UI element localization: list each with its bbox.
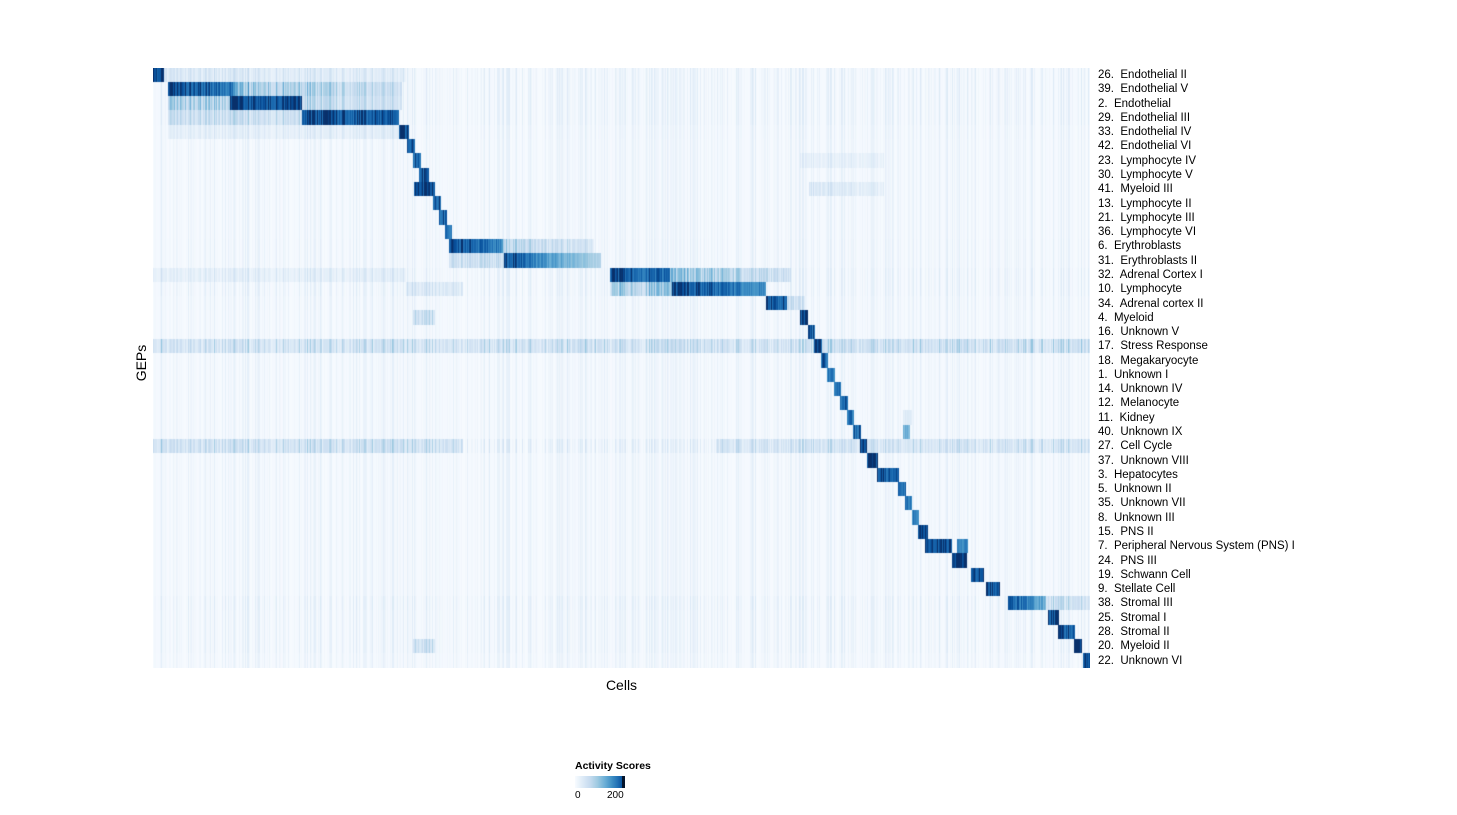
row-label: 33. Endothelial IV (1098, 126, 1192, 139)
legend-title: Activity Scores (575, 760, 651, 772)
row-label: 31. Erythroblasts II (1098, 254, 1198, 267)
row-label: 37. Unknown VIII (1098, 454, 1189, 467)
row-label: 42. Endothelial VI (1098, 140, 1192, 153)
colorbar-legend: Activity Scores 0 200 (575, 760, 735, 804)
row-label: 38. Stromal III (1098, 597, 1173, 610)
row-label: 3. Hepatocytes (1098, 468, 1178, 481)
row-label: 15. PNS II (1098, 526, 1154, 538)
row-label: 35. Unknown VII (1098, 497, 1186, 510)
row-label: 24. PNS III (1098, 554, 1157, 567)
row-label: 29. Endothelial III (1098, 111, 1191, 124)
row-label: 10. Lymphocyte (1098, 283, 1182, 296)
y-axis-label: GEPs (133, 344, 149, 382)
row-label: 34. Adrenal cortex II (1098, 297, 1204, 310)
row-label: 9. Stellate Cell (1098, 583, 1176, 596)
row-label: 14. Unknown IV (1098, 383, 1183, 396)
row-label: 36. Lymphocyte VI (1098, 226, 1197, 239)
legend-max-endcap (622, 776, 625, 788)
row-label: 5. Unknown II (1098, 483, 1172, 496)
x-axis-label: Cells (605, 677, 638, 693)
row-label: 18. Megakaryocyte (1098, 354, 1199, 367)
row-label: 26. Endothelial II (1098, 69, 1187, 81)
row-label: 32. Adrenal Cortex I (1098, 268, 1203, 281)
row-label: 22. Unknown VI (1098, 654, 1183, 667)
row-label: 11. Kidney (1098, 411, 1155, 424)
legend-tick-min: 0 (575, 790, 581, 801)
row-label: 2. Endothelial (1098, 97, 1171, 110)
row-label: 12. Melanocyte (1098, 397, 1180, 410)
row-label: 27. Cell Cycle (1098, 440, 1173, 453)
row-label: 41. Myeloid III (1098, 183, 1173, 196)
row-label: 13. Lymphocyte II (1098, 197, 1192, 210)
row-label: 1. Unknown I (1098, 368, 1169, 381)
row-label: 4. Myeloid (1098, 311, 1154, 324)
row-label: 7. Peripheral Nervous System (PNS) I (1098, 540, 1295, 553)
row-label: 6. Erythroblasts (1098, 240, 1182, 253)
row-label: 23. Lymphocyte IV (1098, 154, 1197, 167)
row-label: 40. Unknown IX (1098, 426, 1183, 439)
legend-ticks: 0 200 (575, 790, 635, 804)
row-label: 30. Lymphocyte V (1098, 168, 1193, 181)
row-label: 28. Stromal II (1098, 625, 1170, 638)
row-label: 19. Schwann Cell (1098, 568, 1191, 581)
row-label: 21. Lymphocyte III (1098, 211, 1195, 224)
row-labels: 26. Endothelial II 39. Endothelial V 2. En… (1098, 68, 1448, 668)
row-label: 25. Stromal I (1098, 611, 1167, 624)
legend-tick-max: 200 (607, 790, 624, 801)
row-label: 20. Myeloid II (1098, 640, 1170, 653)
row-label: 16. Unknown V (1098, 326, 1180, 339)
legend-gradient-bar (575, 776, 625, 788)
row-label: 39. Endothelial V (1098, 83, 1189, 96)
row-label: 17. Stress Response (1098, 340, 1208, 353)
heatmap-canvas (153, 68, 1090, 668)
row-label: 8. Unknown III (1098, 511, 1175, 524)
